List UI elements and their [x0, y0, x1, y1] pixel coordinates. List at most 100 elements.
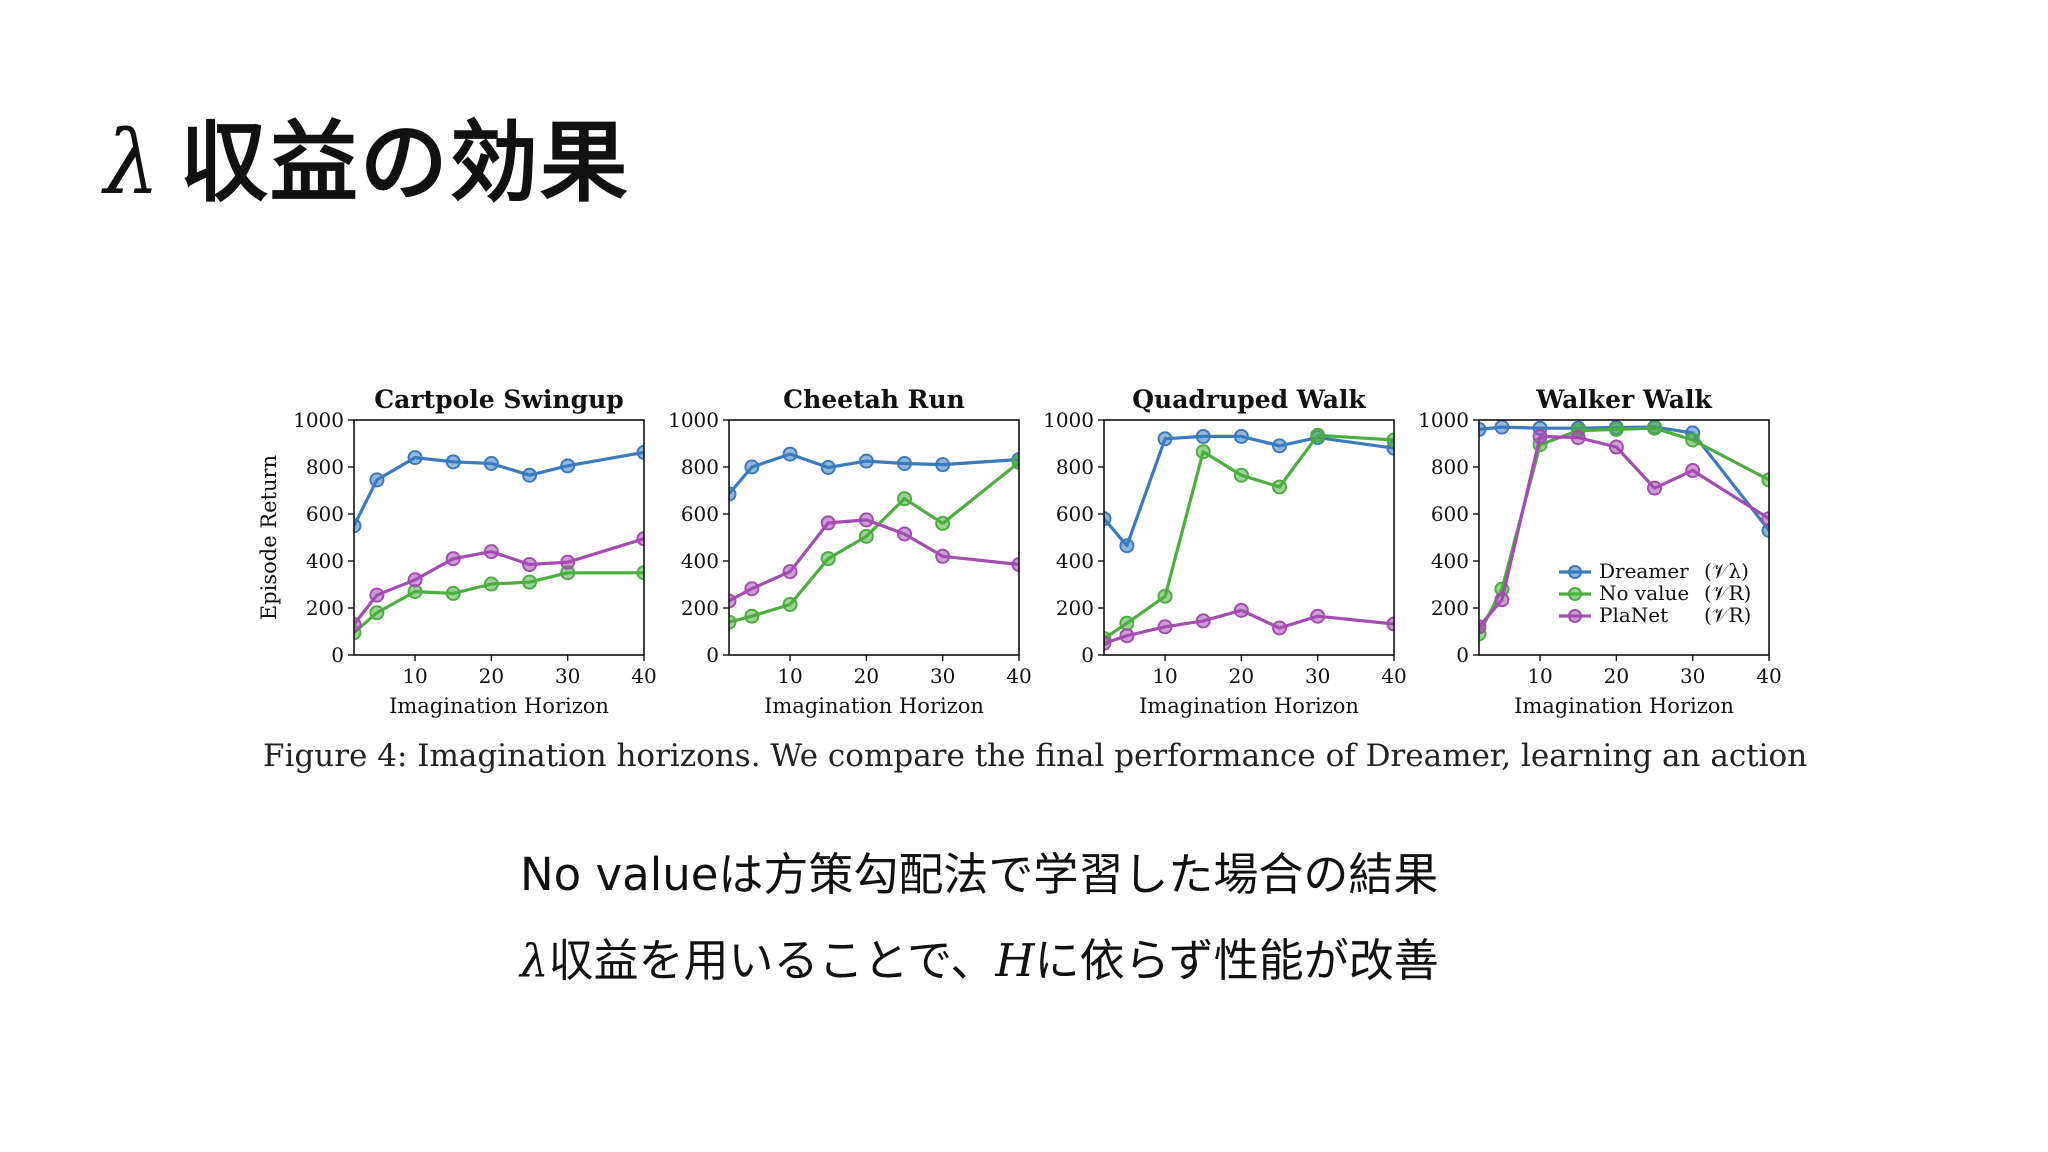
x-tick-label: 20	[1229, 664, 1254, 688]
data-point-dreamer	[782, 446, 798, 462]
panel-title: Walker Walk	[1535, 385, 1712, 414]
y-axis-label: Episode Return	[257, 455, 281, 620]
legend-target: (𝒱R)	[1704, 581, 1751, 605]
x-axis-label: Imagination Horizon	[764, 694, 984, 718]
y-tick-label: 600	[1431, 502, 1469, 526]
y-tick-label: 600	[681, 502, 719, 526]
legend: Dreamer (𝒱λ) No value (𝒱R) PlaNet (𝒱R)	[1559, 559, 1751, 627]
data-point-novalue	[1157, 588, 1173, 604]
data-point-planet	[1104, 635, 1112, 651]
slide-title: λ 収益の効果	[104, 92, 630, 219]
data-point-dreamer	[483, 455, 499, 471]
x-axis-label: Imagination Horizon	[1139, 694, 1359, 718]
panel-quadruped-walk: Quadruped Walk 0 200 400 600 800 1000 10 20 30 40 I…	[1043, 385, 1407, 718]
data-point-planet	[1532, 428, 1548, 444]
y-tick-label: 400	[306, 549, 344, 573]
x-tick-label: 40	[1756, 664, 1781, 688]
y-tick-label: 0	[706, 643, 719, 667]
panel-title: Cheetah Run	[783, 385, 965, 414]
data-point-dreamer	[1761, 522, 1769, 538]
panel-cartpole-swingup: Cartpole Swingup 0 200 400 600 800 1000 10 20 30 4…	[257, 385, 657, 718]
data-point-planet	[354, 616, 362, 632]
series-line-planet	[354, 537, 644, 626]
data-point-planet	[820, 515, 836, 531]
data-point-novalue	[729, 614, 737, 630]
series-line-planet	[729, 518, 1019, 603]
series-line-planet	[1104, 608, 1394, 645]
note-lambda-return: λ収益を用いることで、Hに依らず性能が改善	[520, 924, 1439, 989]
x-tick-label: 30	[1680, 664, 1705, 688]
x-tick-label: 20	[479, 664, 504, 688]
data-point-planet	[1570, 430, 1586, 446]
x-axis-label: Imagination Horizon	[1514, 694, 1734, 718]
x-tick-label: 10	[1152, 664, 1177, 688]
data-point-planet	[1761, 511, 1769, 527]
data-point-planet	[1272, 620, 1288, 636]
y-tick-label: 0	[331, 643, 344, 667]
data-point-planet	[1494, 592, 1510, 608]
y-tick-label: 1000	[1043, 408, 1094, 432]
x-tick-label: 10	[777, 664, 802, 688]
y-tick-label: 600	[306, 502, 344, 526]
data-point-dreamer	[1157, 431, 1173, 447]
x-tick-label: 10	[1527, 664, 1552, 688]
data-point-novalue	[369, 605, 385, 621]
legend-label: No value	[1599, 581, 1689, 605]
data-point-novalue	[935, 515, 951, 531]
y-tick-label: 400	[1056, 549, 1094, 573]
data-point-novalue	[1272, 479, 1288, 495]
data-point-planet	[782, 564, 798, 580]
panel-title: Quadruped Walk	[1132, 385, 1366, 414]
plot-frame	[353, 419, 645, 656]
data-point-novalue	[820, 551, 836, 567]
x-axis-label: Imagination Horizon	[389, 694, 609, 718]
data-point-dreamer	[1195, 428, 1211, 444]
data-point-planet	[1011, 557, 1019, 573]
plot-frame	[1478, 419, 1770, 656]
y-tick-label: 400	[681, 549, 719, 573]
data-point-planet	[858, 512, 874, 528]
title-lambda: λ	[104, 111, 162, 214]
data-point-novalue	[1195, 444, 1211, 460]
series-group	[729, 446, 1019, 630]
data-point-planet	[369, 587, 385, 603]
data-point-dreamer	[1119, 538, 1135, 554]
data-point-novalue	[1119, 615, 1135, 631]
data-point-planet	[1608, 439, 1624, 455]
y-tick-label: 800	[1431, 455, 1469, 479]
x-tick-label: 10	[402, 664, 427, 688]
data-point-novalue	[1685, 432, 1701, 448]
y-tick-label: 200	[306, 596, 344, 620]
y-tick-label: 0	[1456, 643, 1469, 667]
x-tick-label: 40	[1006, 664, 1031, 688]
data-point-planet	[1479, 619, 1487, 635]
data-point-planet	[935, 548, 951, 564]
x-tick-label: 40	[631, 664, 656, 688]
data-point-planet	[445, 551, 461, 567]
legend-target: (𝒱λ)	[1704, 559, 1749, 583]
series-line-novalue	[729, 461, 1019, 624]
legend-target: (𝒱R)	[1704, 603, 1751, 627]
data-point-planet	[744, 581, 760, 597]
x-tick-label: 20	[854, 664, 879, 688]
data-point-planet	[1386, 616, 1394, 632]
data-point-dreamer	[935, 457, 951, 473]
title-text: 収益の効果	[179, 111, 630, 214]
data-point-novalue	[858, 528, 874, 544]
series-line-dreamer	[354, 450, 644, 527]
panel-walker-walk: Walker Walk 0 200 400 600 800 1000 10 20 30 40 Imag…	[1418, 385, 1782, 718]
data-point-planet	[1195, 613, 1211, 629]
y-tick-label: 200	[681, 596, 719, 620]
series-group	[1479, 420, 1769, 642]
y-tick-label: 200	[1056, 596, 1094, 620]
data-point-planet	[407, 572, 423, 588]
data-point-planet	[483, 544, 499, 560]
plot-frame	[728, 419, 1020, 656]
data-point-dreamer	[1104, 511, 1112, 527]
legend-marker-dreamer	[1568, 565, 1582, 579]
y-tick-label: 800	[306, 455, 344, 479]
data-point-planet	[560, 554, 576, 570]
data-point-planet	[729, 593, 737, 609]
data-point-dreamer	[636, 444, 644, 460]
